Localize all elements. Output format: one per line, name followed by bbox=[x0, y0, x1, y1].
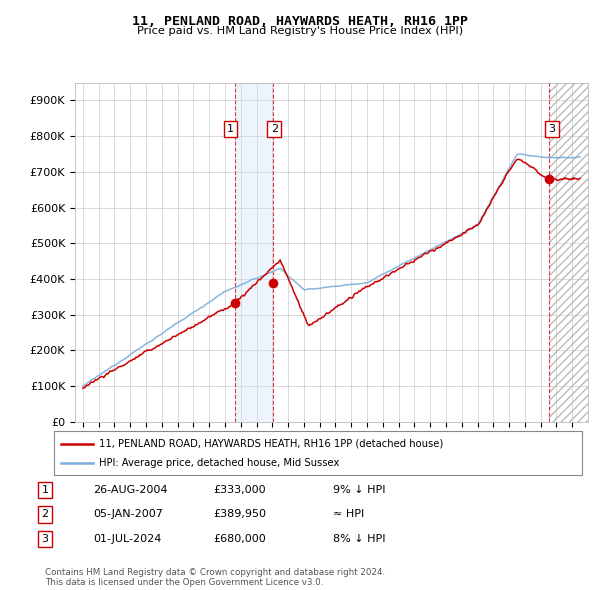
Text: 2: 2 bbox=[271, 124, 278, 134]
Text: 11, PENLAND ROAD, HAYWARDS HEATH, RH16 1PP (detached house): 11, PENLAND ROAD, HAYWARDS HEATH, RH16 1… bbox=[99, 438, 443, 448]
Text: 9% ↓ HPI: 9% ↓ HPI bbox=[333, 485, 386, 494]
Text: 2: 2 bbox=[41, 510, 49, 519]
Text: 26-AUG-2004: 26-AUG-2004 bbox=[93, 485, 167, 494]
Text: 01-JUL-2024: 01-JUL-2024 bbox=[93, 535, 161, 544]
Text: Price paid vs. HM Land Registry's House Price Index (HPI): Price paid vs. HM Land Registry's House … bbox=[137, 26, 463, 36]
Bar bbox=[235, 83, 272, 422]
Text: 3: 3 bbox=[41, 535, 49, 544]
Text: ≈ HPI: ≈ HPI bbox=[333, 510, 364, 519]
Text: Contains HM Land Registry data © Crown copyright and database right 2024.
This d: Contains HM Land Registry data © Crown c… bbox=[45, 568, 385, 587]
Text: 11, PENLAND ROAD, HAYWARDS HEATH, RH16 1PP: 11, PENLAND ROAD, HAYWARDS HEATH, RH16 1… bbox=[132, 15, 468, 28]
Text: 3: 3 bbox=[548, 124, 555, 134]
Text: 1: 1 bbox=[41, 485, 49, 494]
Text: £680,000: £680,000 bbox=[213, 535, 266, 544]
Text: 8% ↓ HPI: 8% ↓ HPI bbox=[333, 535, 386, 544]
Text: 05-JAN-2007: 05-JAN-2007 bbox=[93, 510, 163, 519]
Text: £389,950: £389,950 bbox=[213, 510, 266, 519]
Text: £333,000: £333,000 bbox=[213, 485, 266, 494]
Bar bbox=[548, 83, 588, 422]
Bar bbox=[548, 83, 588, 422]
Text: 1: 1 bbox=[227, 124, 234, 134]
Text: HPI: Average price, detached house, Mid Sussex: HPI: Average price, detached house, Mid … bbox=[99, 458, 340, 468]
